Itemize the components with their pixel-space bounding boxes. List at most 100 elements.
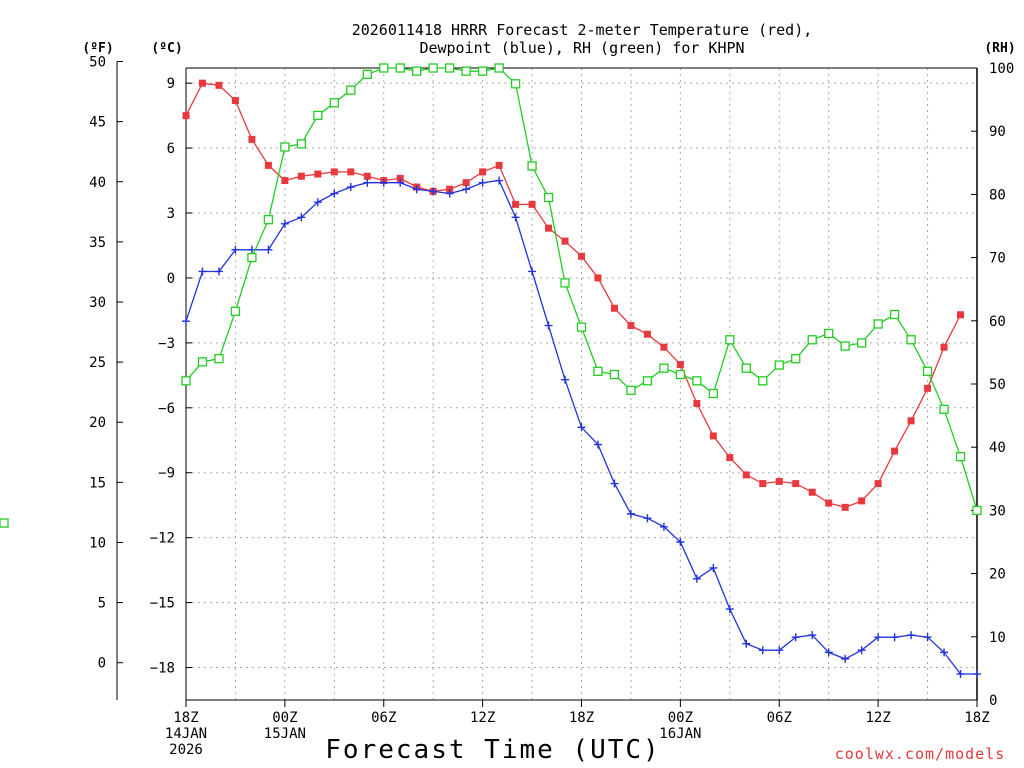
dewpoint-point: [593, 440, 602, 449]
temperature-point: [858, 497, 866, 505]
rh-tick-label: 30: [989, 503, 1006, 519]
rh-point: [955, 452, 966, 462]
dewpoint-point: [874, 633, 883, 642]
dewpoint-point: [264, 245, 273, 254]
rh-point: [379, 63, 389, 73]
temperature-point: [792, 480, 800, 488]
temperature-point: [610, 304, 618, 312]
rh-point: [576, 322, 587, 332]
fahrenheit-tick-label: 50: [89, 55, 106, 71]
temperature-point: [808, 488, 816, 496]
temperature-point: [281, 177, 289, 185]
celsius-tick-label: 9: [167, 76, 175, 92]
temperature-point: [578, 252, 585, 260]
dewpoint-point: [363, 178, 372, 187]
temperature-point: [495, 161, 503, 169]
x-axis-title: Forecast Time (UTC): [325, 735, 660, 765]
temperature-point: [347, 168, 355, 176]
rh-point: [543, 192, 554, 203]
rh-tick-label: 80: [989, 187, 1006, 203]
rh-point: [758, 376, 768, 386]
rh-point: [725, 335, 735, 345]
temperature-point: [693, 399, 701, 407]
temperature-point: [396, 174, 404, 182]
dewpoint-point: [791, 633, 800, 642]
x-tick-label: 12Z: [470, 710, 495, 726]
temperature-point: [215, 81, 223, 89]
dewpoint-point: [857, 646, 866, 655]
rh-point: [609, 369, 620, 380]
temperature-point: [594, 274, 602, 282]
x-tick-label: 2026: [169, 742, 203, 758]
dewpoint-point: [577, 423, 586, 432]
dewpoint-point: [280, 219, 289, 228]
rh-point: [214, 354, 224, 364]
temperature-point: [561, 237, 569, 245]
rh-point: [972, 505, 982, 516]
x-tick-label: 06Z: [371, 710, 396, 726]
dewpoint-point: [313, 198, 322, 207]
dewpoint-point: [610, 479, 619, 488]
temperature-point: [545, 224, 553, 232]
rh-tick-label: 10: [989, 630, 1006, 646]
dewpoint-point: [643, 514, 652, 523]
temperature-point: [182, 112, 190, 120]
x-tick-label: 12Z: [865, 710, 890, 726]
fahrenheit-tick-label: 15: [89, 475, 106, 491]
fahrenheit-tick-label: 20: [89, 415, 106, 431]
rh-point: [313, 110, 323, 121]
rh-point: [395, 63, 405, 73]
dewpoint-point: [709, 563, 718, 572]
chart-title-line-1: 2026011418 HRRR Forecast 2-meter Tempera…: [352, 21, 813, 39]
rh-point: [412, 66, 422, 76]
series-lines: [0, 63, 982, 679]
rh-unit-label: (RH): [984, 41, 1015, 56]
x-tick-label: 18Z: [173, 710, 198, 726]
rh-point: [181, 376, 191, 386]
dewpoint-point: [808, 631, 817, 640]
x-tick-label: 14JAN: [165, 726, 207, 742]
dewpoint-point: [841, 654, 850, 663]
fahrenheit-tick-label: 45: [89, 115, 106, 131]
fahrenheit-tick-label: 35: [89, 235, 106, 251]
dewpoint-point: [346, 183, 355, 192]
dewpoint-point: [561, 375, 570, 384]
temperature-point: [627, 322, 635, 330]
rh-point: [477, 66, 488, 76]
fahrenheit-tick-label: 10: [89, 535, 106, 551]
celsius-tick-label: −6: [158, 401, 175, 417]
temperature-point: [479, 168, 487, 176]
rh-point: [791, 354, 801, 364]
rh-point: [560, 278, 570, 288]
dewpoint-point: [758, 646, 767, 655]
axes: 504540353025201510509630−3−6−9−12−15−181…: [89, 55, 1014, 758]
dewpoint-point: [182, 317, 190, 326]
rh-point: [346, 85, 356, 95]
celsius-tick-label: 6: [167, 141, 175, 157]
fahrenheit-unit-label: (ºF): [82, 41, 113, 56]
rh-point: [510, 79, 521, 89]
rh-point: [906, 335, 916, 345]
rh-point: [0, 518, 9, 528]
rh-tick-label: 40: [989, 440, 1006, 456]
dewpoint-point: [544, 321, 553, 330]
dewpoint-point: [626, 509, 635, 518]
rh-point: [692, 376, 702, 386]
rh-point: [494, 63, 504, 73]
dewpoint-point: [742, 639, 751, 648]
dewpoint-point: [379, 178, 388, 187]
rh-point: [263, 215, 274, 225]
temperature-point: [264, 161, 272, 169]
dewpoint-point: [445, 189, 454, 198]
x-tick-label: 18Z: [569, 710, 594, 726]
dewpoint-point: [890, 633, 899, 642]
dewpoint-point: [528, 267, 537, 276]
dewpoint-point: [478, 178, 487, 187]
rh-point: [230, 306, 241, 316]
x-tick-label: 15JAN: [264, 726, 306, 742]
rh-point: [593, 366, 603, 377]
x-tick-label: 18Z: [964, 710, 989, 726]
rh-point: [824, 328, 834, 339]
rh-tick-label: 60: [989, 314, 1006, 330]
